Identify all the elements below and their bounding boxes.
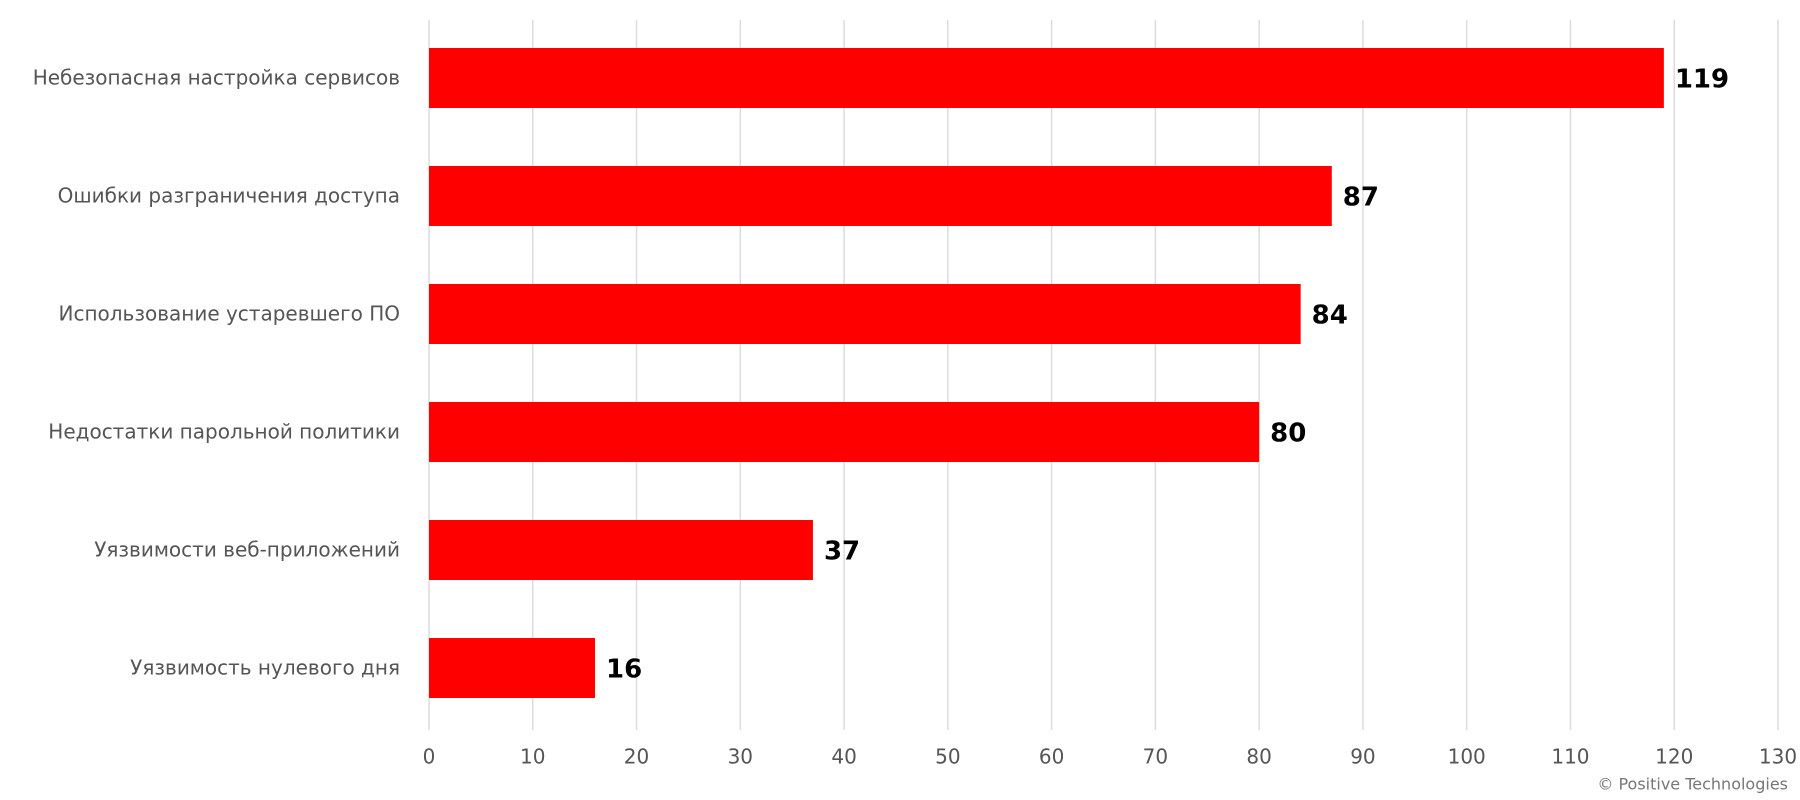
x-tick-label: 50 <box>935 745 960 769</box>
x-tick-label: 0 <box>423 745 436 769</box>
x-tick-label: 20 <box>624 745 649 769</box>
value-label: 16 <box>606 655 642 685</box>
y-tick-label: Недостатки парольной политики <box>48 420 400 444</box>
bar <box>429 402 1260 462</box>
y-tick-label: Использование устаревшего ПО <box>58 302 400 326</box>
x-tick-label: 10 <box>520 745 545 769</box>
x-tick-label: 30 <box>728 745 753 769</box>
y-tick-label: Уязвимости веб-приложений <box>94 538 400 562</box>
x-tick-label: 40 <box>831 745 856 769</box>
value-label: 84 <box>1312 301 1348 331</box>
value-label: 37 <box>824 537 860 567</box>
credit: © Positive Technologies <box>1597 775 1788 794</box>
x-tick-label: 80 <box>1246 745 1271 769</box>
x-tick-label: 110 <box>1551 745 1589 769</box>
value-label: 119 <box>1675 65 1729 95</box>
x-tick-label: 130 <box>1759 745 1797 769</box>
bar <box>429 166 1332 226</box>
x-tick-label: 90 <box>1350 745 1375 769</box>
x-tick-label: 100 <box>1448 745 1486 769</box>
y-tick-label: Уязвимость нулевого дня <box>130 656 400 680</box>
y-tick-label: Ошибки разграничения доступа <box>58 184 400 208</box>
x-tick-label: 120 <box>1655 745 1693 769</box>
bar <box>429 284 1301 344</box>
bar <box>429 520 813 580</box>
value-label: 87 <box>1343 183 1379 213</box>
y-tick-label: Небезопасная настройка сервисов <box>33 66 400 90</box>
bar <box>429 638 596 698</box>
x-tick-label: 70 <box>1143 745 1168 769</box>
bar <box>429 48 1664 108</box>
value-label: 80 <box>1270 419 1306 449</box>
x-tick-label: 60 <box>1039 745 1064 769</box>
